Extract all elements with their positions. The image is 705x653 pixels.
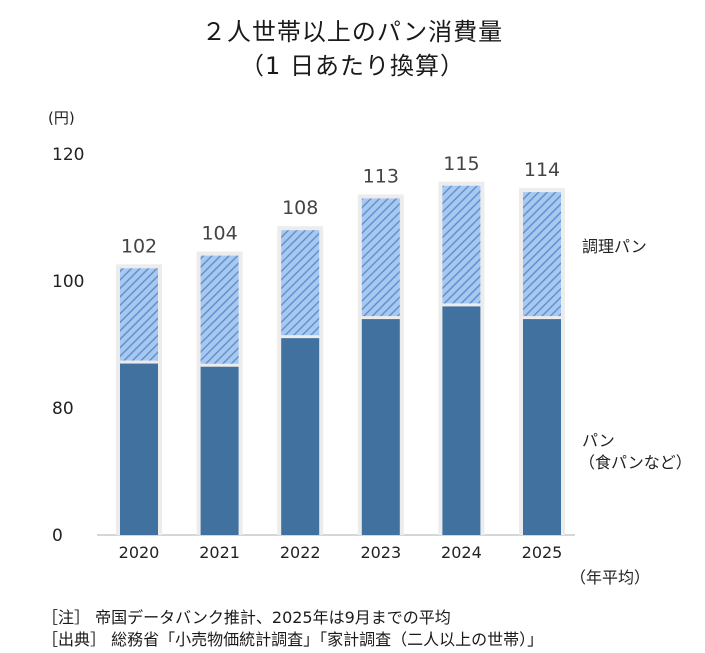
bar-pan-2020 <box>120 363 158 535</box>
x-tick-label-2022: 2022 <box>280 543 321 562</box>
bar-pan-2021 <box>200 366 239 535</box>
y-tick-label-100: 100 <box>52 272 84 292</box>
bar-choripan-2020 <box>120 268 158 361</box>
chart-title-line1: ２人世帯以上のパン消費量 <box>201 18 504 46</box>
stacked-bar-chart: (円) 0 80 100 120 2020 102 2021 104 2022 108 2023 11… <box>48 109 692 587</box>
bar-pan-2025 <box>523 319 561 535</box>
bar-pan-2024 <box>442 306 481 535</box>
bar-pan-2023 <box>361 319 400 535</box>
total-label-2025: 114 <box>524 159 560 181</box>
bar-choripan-2022 <box>281 230 320 336</box>
series-label-pan-line2: （食パンなど） <box>579 453 692 472</box>
y-tick-label-0: 0 <box>52 526 63 546</box>
total-label-2024: 115 <box>443 153 479 175</box>
series-label-choripan: 調理パン <box>582 237 647 256</box>
total-label-2021: 104 <box>201 223 237 245</box>
y-tick-label-80: 80 <box>52 399 74 419</box>
total-label-2022: 108 <box>282 197 318 219</box>
x-tick-label-2020: 2020 <box>119 543 160 562</box>
y-unit-label: (円) <box>48 109 75 127</box>
y-tick-label-120: 120 <box>52 145 84 165</box>
x-tick-label-2024: 2024 <box>441 543 482 562</box>
x-tick-label-2025: 2025 <box>522 543 563 562</box>
total-label-2020: 102 <box>121 235 157 257</box>
bar-choripan-2025 <box>523 192 561 317</box>
footnote-source: ［出典］ 総務省「小売物価統計調査」「家計調査（二人以上の世帯）」 <box>42 630 544 649</box>
bar-choripan-2024 <box>442 185 481 304</box>
total-label-2023: 113 <box>363 165 399 187</box>
chart-title-line2: （1 日あたり換算） <box>240 52 465 80</box>
bar-choripan-2021 <box>200 255 239 364</box>
bar-pan-2022 <box>281 338 320 535</box>
bar-choripan-2023 <box>361 198 400 317</box>
x-unit-label: （年平均） <box>570 568 650 587</box>
series-label-pan-line1: パン <box>582 431 615 450</box>
x-tick-label-2021: 2021 <box>199 543 240 562</box>
x-tick-label-2023: 2023 <box>360 543 401 562</box>
footnote-note: ［注］ 帝国データバンク推計、2025年は9月までの平均 <box>42 608 451 627</box>
